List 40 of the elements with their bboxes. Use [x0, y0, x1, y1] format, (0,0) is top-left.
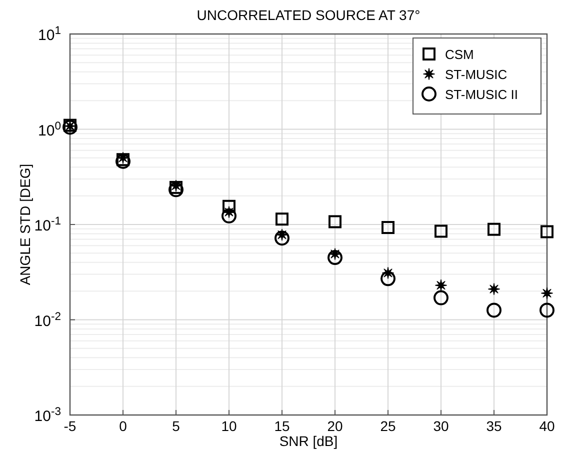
chart-title: UNCORRELATED SOURCE AT 37° — [196, 7, 420, 23]
x-axis-title: SNR [dB] — [279, 433, 338, 449]
y-tick-label: 10$^{1}$ — [38, 25, 61, 44]
x-tick-label: 0 — [119, 418, 128, 434]
point — [328, 215, 342, 228]
point — [274, 230, 290, 246]
x-tick-label: 20 — [327, 418, 343, 434]
point — [222, 208, 236, 224]
point — [62, 120, 78, 135]
point — [434, 290, 448, 306]
point — [328, 250, 342, 266]
x-tick-label: 10 — [221, 418, 237, 434]
x-tick-label: 35 — [486, 418, 502, 434]
point — [488, 283, 500, 295]
y-tick-label: 10$^{-2}$ — [34, 310, 61, 330]
x-tick-label: 30 — [433, 418, 449, 434]
legend-label: ST-MUSIC — [445, 67, 508, 82]
point — [380, 271, 396, 286]
point — [382, 221, 394, 234]
x-tick-label: -5 — [64, 418, 76, 434]
y-tick-label: 10$^{-3}$ — [34, 406, 61, 425]
point — [540, 225, 554, 238]
point — [168, 182, 184, 198]
x-tick-label: 5 — [172, 418, 180, 434]
x-tick-label: 25 — [380, 418, 396, 434]
point — [434, 224, 448, 238]
point — [488, 222, 500, 236]
point — [222, 200, 236, 213]
point — [541, 287, 553, 300]
legend-label: CSM — [445, 47, 474, 62]
x-tick-label: 40 — [539, 418, 555, 434]
point — [276, 212, 288, 226]
point — [540, 302, 554, 318]
y-tick-label: 10$^{0}$ — [38, 120, 61, 140]
y-tick-label: 10$^{-1}$ — [34, 216, 61, 234]
legend-label: ST-MUSIC II — [445, 87, 518, 102]
y-axis-title: ANGLE STD [DEG] — [17, 164, 33, 286]
x-tick-label: 15 — [274, 418, 290, 434]
point — [486, 302, 502, 318]
point — [435, 279, 447, 292]
